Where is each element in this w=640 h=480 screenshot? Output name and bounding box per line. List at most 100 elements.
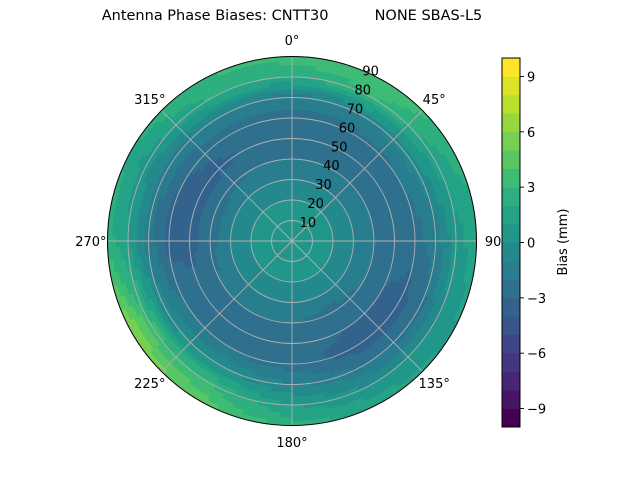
- contour-cell: [285, 154, 293, 160]
- contour-cell: [280, 80, 293, 86]
- contour-cell: [291, 187, 297, 193]
- contour-cell: [291, 371, 302, 377]
- contour-cell: [291, 158, 299, 164]
- contour-cell: [291, 138, 300, 144]
- contour-cell: [280, 396, 293, 402]
- contour-cell: [291, 109, 302, 115]
- contour-cell: [291, 60, 305, 66]
- contour-cell: [279, 64, 293, 70]
- colorbar-band: [502, 94, 520, 114]
- contour-cell: [291, 64, 305, 70]
- contour-cell: [365, 232, 371, 239]
- chart-title: Antenna Phase Biases: CNTT30 NONE SBAS-L…: [101, 8, 483, 24]
- r-tick-label: 40: [323, 159, 340, 174]
- contour-cell: [336, 235, 342, 240]
- contour-cell: [285, 318, 293, 324]
- contour-cell: [291, 318, 299, 324]
- contour-cell: [291, 88, 303, 95]
- contour-cell: [281, 88, 293, 95]
- contour-cell: [291, 396, 304, 402]
- r-tick-labels: 10 20 30 40 50 60 70 80 90: [300, 65, 379, 232]
- contour-cell: [291, 129, 301, 135]
- contour-cell: [291, 121, 301, 127]
- contour-cell: [288, 191, 293, 197]
- contour-cell: [286, 310, 293, 316]
- contour-cell: [286, 170, 293, 176]
- contour-cell: [287, 187, 293, 193]
- colorbar-tick-label: 3: [527, 181, 535, 196]
- contour-cell: [283, 355, 293, 361]
- theta-gridline: [161, 240, 293, 372]
- contour-cell: [291, 166, 298, 172]
- contour-cell: [291, 302, 297, 307]
- r-tick-label: 60: [339, 121, 356, 136]
- colorbar-band: [502, 58, 520, 77]
- contour-cell: [222, 233, 228, 240]
- colorbar-band: [502, 371, 520, 391]
- contour-cell: [291, 297, 297, 303]
- contour-cell: [287, 183, 293, 189]
- colorbar-band: [502, 113, 520, 133]
- contour-cell: [295, 293, 301, 299]
- contour-cell: [217, 232, 224, 239]
- theta-gridline: [291, 240, 423, 372]
- contour-cell: [286, 314, 293, 320]
- contour-cell: [285, 150, 293, 156]
- contour-cell: [291, 179, 297, 185]
- contour-cell: [282, 109, 293, 115]
- contour-cell: [360, 232, 367, 239]
- contour-cell: [201, 243, 207, 251]
- colorbar-band: [502, 150, 520, 170]
- colorbar-band: [502, 316, 520, 336]
- contour-cell: [294, 285, 300, 291]
- contour-cell: [291, 170, 298, 176]
- contour-cell: [365, 243, 371, 250]
- contour-cell: [285, 326, 293, 332]
- r-tick-label: 50: [331, 140, 348, 155]
- contour-cell: [291, 125, 301, 131]
- contour-cell: [284, 142, 293, 148]
- contour-cell: [291, 322, 299, 328]
- contour-cell: [328, 236, 334, 241]
- contour-cell: [282, 105, 293, 111]
- contour-cell: [285, 146, 293, 152]
- contour-cell: [250, 241, 256, 246]
- colorbar-band: [502, 260, 520, 280]
- contour-cell: [222, 242, 228, 249]
- contour-cell: [288, 195, 293, 201]
- contour-cell: [291, 387, 303, 394]
- contour-cell: [279, 408, 293, 414]
- contour-cell: [291, 142, 300, 148]
- contour-cell: [291, 351, 301, 357]
- contour-cell: [287, 289, 293, 295]
- contour-cell: [291, 375, 303, 381]
- colorbar-tick-label: −3: [527, 292, 546, 307]
- contour-cell: [291, 285, 296, 291]
- colorbar-band: [502, 353, 520, 373]
- theta-tick-label: 270°: [75, 235, 106, 250]
- contour-cell: [234, 242, 240, 248]
- contour-cell: [246, 242, 252, 247]
- colorbar-band: [502, 408, 520, 428]
- theta-tick-label: 45°: [423, 93, 446, 108]
- colorbar-band: [502, 205, 520, 225]
- contour-cell: [291, 68, 305, 74]
- contour-cell: [377, 243, 383, 251]
- contour-cell: [285, 158, 293, 164]
- contour-cell: [291, 293, 297, 299]
- contour-cell: [377, 231, 383, 239]
- contour-cell: [291, 84, 304, 90]
- contour-cell: [291, 183, 297, 189]
- contour-cell: [291, 105, 302, 111]
- contour-cell: [291, 367, 302, 373]
- colorbar-band: [502, 168, 520, 188]
- theta-gridline: [291, 110, 423, 242]
- contour-cell: [291, 175, 297, 180]
- contour-cell: [283, 121, 293, 127]
- colorbar: −9 −6 −3 0 3 6 9: [501, 57, 546, 428]
- contour-cell: [291, 355, 301, 361]
- contour-cell: [284, 138, 293, 144]
- colorbar-band: [502, 224, 520, 243]
- colorbar-band: [502, 187, 520, 206]
- contour-cell: [279, 412, 293, 418]
